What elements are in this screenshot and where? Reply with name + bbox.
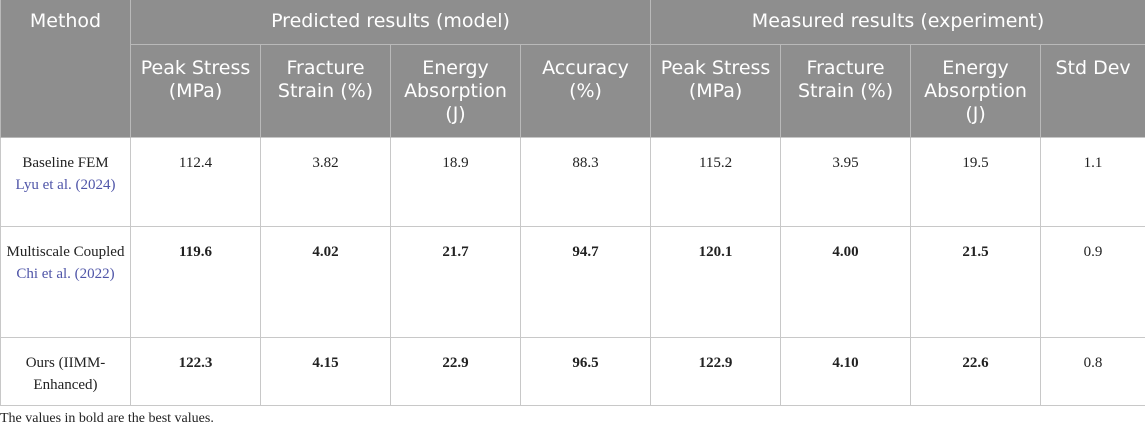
table-footnote: The values in bold are the best values. [0, 411, 214, 426]
citation-link[interactable]: Lyu et al. (2024) [15, 176, 116, 193]
value-cell: 96.5 [519, 336, 652, 406]
header-row-columns: Peak Stress (MPa) Fracture Strain (%) En… [1, 44, 1145, 137]
value-cell: 120.1 [650, 225, 782, 338]
value-cell: 4.00 [780, 225, 912, 338]
value-cell: 122.3 [130, 336, 261, 406]
header-pred-peak-stress: Peak Stress (MPa) [130, 44, 261, 137]
header-meas-peak-stress: Peak Stress (MPa) [650, 44, 782, 137]
table-row: Baseline FEM Lyu et al. (2024) 112.4 3.8… [0, 136, 1145, 227]
table-row: Multiscale Coupled Chi et al. (2022) 119… [0, 225, 1145, 338]
header-method: Method [0, 0, 131, 138]
method-label: Baseline FEM [22, 154, 109, 171]
value-cell: 3.82 [260, 136, 391, 227]
value-cell: 4.10 [780, 336, 912, 406]
value-cell: 94.7 [519, 225, 652, 338]
value-cell: 22.9 [390, 336, 521, 406]
method-cell: Multiscale Coupled Chi et al. (2022) [0, 225, 131, 338]
value-cell: 0.8 [1040, 336, 1145, 406]
header-row-groups: Method Predicted results (model) Measure… [0, 0, 1145, 138]
value-cell: 88.3 [519, 136, 652, 227]
method-label: Ours (IIMM-Enhanced) [25, 354, 106, 393]
header-pred-energy-absorption: Energy Absorption (J) [390, 44, 521, 137]
value-cell: 122.9 [650, 336, 782, 406]
value-cell: 3.95 [780, 136, 912, 227]
value-cell: 21.5 [910, 225, 1042, 338]
header-pred-fracture-strain: Fracture Strain (%) [260, 44, 391, 137]
results-table: Method Predicted results (model) Measure… [0, 0, 1145, 406]
value-cell: 22.6 [910, 336, 1042, 406]
value-cell: 119.6 [130, 225, 261, 338]
header-group-predicted: Predicted results (model) [129, 0, 652, 45]
header-meas-fracture-strain: Fracture Strain (%) [780, 44, 912, 137]
value-cell: 112.4 [130, 136, 261, 227]
header-meas-std-dev: Std Dev [1040, 44, 1145, 137]
value-cell: 4.15 [260, 336, 391, 406]
table-row: Ours (IIMM-Enhanced) 122.3 4.15 22.9 96.… [0, 336, 1145, 406]
header-pred-accuracy: Accuracy (%) [519, 44, 652, 137]
value-cell: 0.9 [1040, 225, 1145, 338]
value-cell: 4.02 [260, 225, 391, 338]
header-group-measured: Measured results (experiment) [650, 0, 1145, 45]
method-cell: Ours (IIMM-Enhanced) [0, 336, 131, 406]
value-cell: 21.7 [390, 225, 521, 338]
value-cell: 115.2 [650, 136, 782, 227]
header-meas-energy-absorption: Energy Absorption (J) [910, 44, 1042, 137]
method-cell: Baseline FEM Lyu et al. (2024) [0, 136, 131, 227]
method-label: Multiscale Coupled [6, 243, 125, 260]
citation-link[interactable]: Chi et al. (2022) [16, 265, 115, 282]
value-cell: 19.5 [910, 136, 1042, 227]
value-cell: 18.9 [390, 136, 521, 227]
value-cell: 1.1 [1040, 136, 1145, 227]
